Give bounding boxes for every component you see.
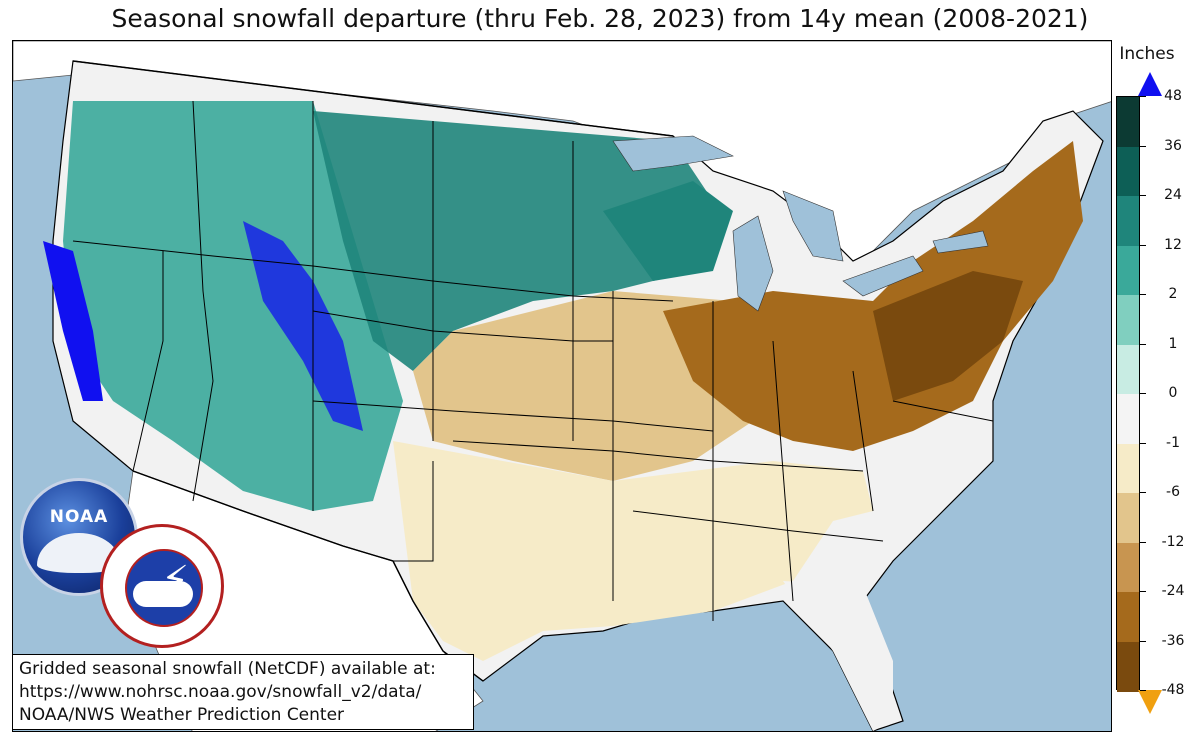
colorbar-tick: 1 (1140, 335, 1200, 355)
colorbar-segment (1117, 245, 1139, 296)
tick-label: 36 (1164, 137, 1182, 154)
tick-mark (1140, 195, 1146, 196)
colorbar-segment (1117, 146, 1139, 197)
colorbar-over-arrow (1138, 72, 1162, 96)
west-positive-region (63, 101, 403, 511)
tick-label: -24 (1161, 583, 1185, 599)
colorbar-tick: 24 (1140, 186, 1200, 206)
colorbar-under-arrow (1138, 690, 1162, 714)
tick-label: -48 (1161, 682, 1185, 698)
national-borders (72, 60, 674, 682)
cloud-icon (133, 581, 193, 607)
northern-plains-positive-region (313, 111, 713, 371)
sierra-heavy-region (43, 241, 103, 401)
florida-no-change-region (783, 581, 893, 731)
tick-label: 0 (1168, 385, 1178, 401)
tick-mark (1140, 96, 1146, 97)
colorbar-tick: 2 (1140, 285, 1200, 305)
tick-mark (1140, 690, 1146, 691)
colorbar-tick: -24 (1140, 582, 1200, 602)
colorbar-tick: -36 (1140, 632, 1200, 652)
tick-mark (1140, 294, 1146, 295)
tick-label: 2 (1168, 286, 1178, 302)
colorbar-tick: 48 (1140, 87, 1200, 107)
tick-mark (1140, 393, 1146, 394)
map-title: Seasonal snowfall departure (thru Feb. 2… (111, 4, 1089, 33)
colorbar-tick: 36 (1140, 137, 1200, 157)
nws-logo-emblem: ⚡ (125, 549, 203, 627)
colorbar-tick: -1 (1140, 434, 1200, 454)
rockies-heavy-region (243, 221, 363, 431)
colorbar-tick: -48 (1140, 681, 1200, 701)
colorbar-segment (1117, 592, 1139, 642)
colorbar-segment (1117, 493, 1139, 543)
tick-mark (1140, 492, 1146, 493)
tick-mark (1140, 442, 1146, 444)
colorbar-tick: -12 (1140, 533, 1200, 553)
nws-logo: ⚡ (100, 524, 224, 648)
colorbar-segment (1117, 344, 1139, 395)
northeast-negative-region (663, 141, 1083, 451)
lightning-icon: ⚡ (161, 558, 190, 604)
lake-huron (782, 190, 844, 262)
colorbar-segment (1117, 295, 1139, 345)
colorbar-segment (1117, 394, 1139, 444)
colorbar (1116, 96, 1140, 692)
tick-label: 1 (1168, 335, 1178, 352)
tick-label: -12 (1161, 533, 1185, 550)
tick-mark (1140, 244, 1146, 246)
lake-ontario (932, 230, 989, 254)
noaa-logo-text: NOAA (49, 507, 109, 527)
info-box: Gridded seasonal snowfall (NetCDF) avail… (12, 654, 474, 730)
lake-superior (612, 135, 734, 172)
colorbar-tick: 12 (1140, 236, 1200, 256)
lake-michigan (732, 215, 774, 312)
info-line-2[interactable]: https://www.nohrsc.noaa.gov/snowfall_v2/… (19, 682, 422, 702)
tick-label: -6 (1166, 484, 1180, 500)
appalachian-negative-region (873, 271, 1023, 401)
tick-label: 12 (1164, 236, 1182, 253)
colorbar-segment (1117, 443, 1139, 494)
tick-mark (1140, 145, 1146, 147)
colorbar-segment (1117, 97, 1139, 147)
colorbar-title: Inches (1119, 44, 1175, 64)
tick-label: -36 (1161, 632, 1185, 649)
colorbar-segment (1117, 196, 1139, 246)
colorbar-segment (1117, 542, 1139, 593)
tick-label: 24 (1164, 187, 1182, 203)
tick-mark (1140, 343, 1146, 345)
tick-mark (1140, 591, 1146, 592)
colorbar-tick: 0 (1140, 384, 1200, 404)
tick-label: -1 (1166, 434, 1180, 451)
upper-midwest-positive-region (603, 181, 733, 281)
colorbar-segment (1117, 641, 1139, 692)
colorbar-tick: -6 (1140, 483, 1200, 503)
tick-mark (1140, 541, 1146, 543)
lake-erie (842, 255, 924, 297)
tick-label: 48 (1164, 88, 1182, 104)
info-line-1: Gridded seasonal snowfall (NetCDF) avail… (19, 659, 436, 679)
info-line-3: NOAA/NWS Weather Prediction Center (19, 705, 345, 725)
south-negative-region (393, 441, 873, 661)
state-boundaries (72, 100, 994, 621)
tick-mark (1140, 640, 1146, 642)
